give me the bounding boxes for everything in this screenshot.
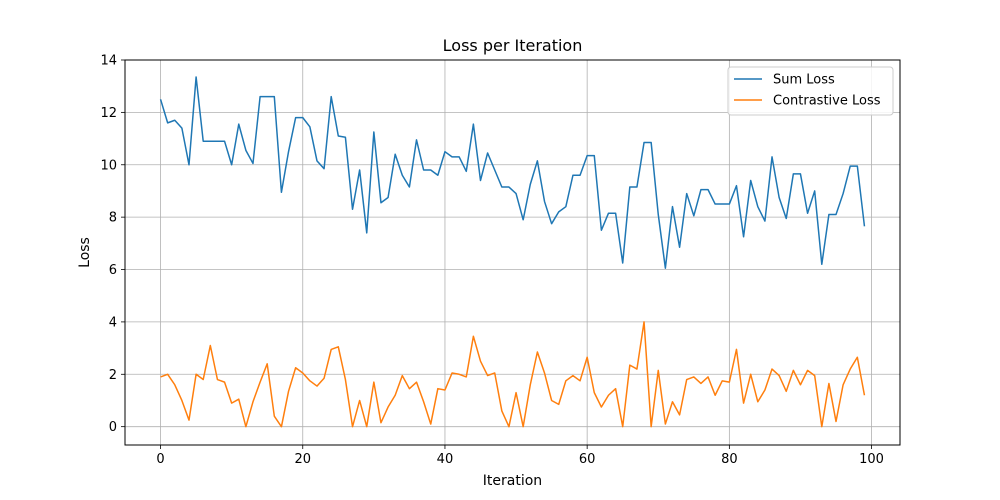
x-tick-label: 60 <box>579 452 596 467</box>
x-tick-label: 20 <box>294 452 311 467</box>
legend-box <box>727 66 894 116</box>
x-tick-label: 0 <box>156 452 164 467</box>
y-tick-label: 4 <box>109 315 117 330</box>
legend-label-1: Contrastive Loss <box>773 94 881 109</box>
y-axis-label: Loss <box>77 237 93 268</box>
series-line-1 <box>160 321 866 428</box>
x-tick-label: 80 <box>721 452 738 467</box>
series-layer <box>159 76 866 428</box>
legend-label-0: Sum Loss <box>773 73 835 88</box>
y-tick-label: 14 <box>100 54 117 69</box>
series-line-0 <box>159 76 866 269</box>
y-tick-label: 10 <box>100 158 117 173</box>
x-axis-label: Iteration <box>483 473 542 489</box>
ticks: 0 20 40 60 80 100 0 2 4 6 8 10 12 14 <box>100 54 884 468</box>
y-tick-label: 6 <box>109 263 117 278</box>
y-tick-label: 12 <box>100 106 117 121</box>
legend: Sum Loss Contrastive Loss <box>727 66 894 116</box>
x-tick-label: 40 <box>437 452 454 467</box>
y-tick-label: 0 <box>109 420 117 435</box>
chart-title: Loss per Iteration <box>443 36 583 55</box>
plot-frame <box>124 59 901 446</box>
y-tick-label: 2 <box>109 368 117 383</box>
x-tick-label: 100 <box>859 452 884 467</box>
y-tick-label: 8 <box>109 211 117 226</box>
